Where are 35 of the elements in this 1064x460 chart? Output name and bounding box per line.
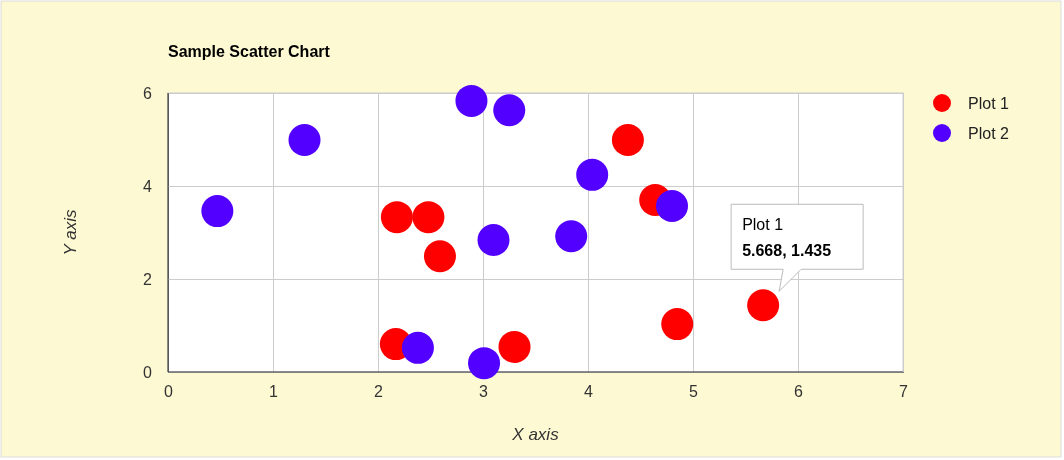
point	[455, 84, 488, 117]
point	[423, 240, 456, 273]
point	[401, 331, 434, 364]
x-tick-label: 3	[479, 383, 489, 401]
legend-label: Plot 1	[968, 95, 1010, 112]
point	[493, 94, 526, 127]
x-tick-label: 2	[374, 383, 384, 401]
y-tick-label: 6	[143, 84, 153, 102]
x-tick-label: 4	[584, 383, 594, 401]
point	[412, 201, 445, 234]
x-tick-label: 0	[164, 383, 174, 401]
y-axis-title: Y axis	[61, 209, 80, 256]
y-tick-label: 4	[143, 177, 153, 195]
point	[747, 289, 780, 322]
annotation: Plot 1 5.668, 1.435	[742, 216, 832, 260]
x-tick-label: 1	[269, 383, 279, 401]
point	[477, 223, 510, 256]
point	[661, 308, 694, 341]
x-tick-label: 7	[899, 383, 909, 401]
point	[656, 190, 688, 222]
y-tick-label: 0	[143, 363, 153, 381]
chart-title: Sample Scatter Chart	[168, 43, 331, 60]
y-tick-label: 2	[143, 270, 153, 288]
point	[576, 158, 609, 191]
legend-label: Plot 2	[968, 125, 1010, 142]
point	[498, 330, 531, 363]
point	[201, 195, 234, 228]
point	[555, 220, 588, 253]
point	[468, 347, 501, 380]
x-axis-title: X axis	[511, 425, 560, 444]
x-tick-label: 5	[689, 383, 699, 401]
point	[288, 124, 321, 156]
point	[380, 201, 413, 234]
x-tick-label: 6	[794, 383, 804, 401]
point	[611, 124, 644, 156]
